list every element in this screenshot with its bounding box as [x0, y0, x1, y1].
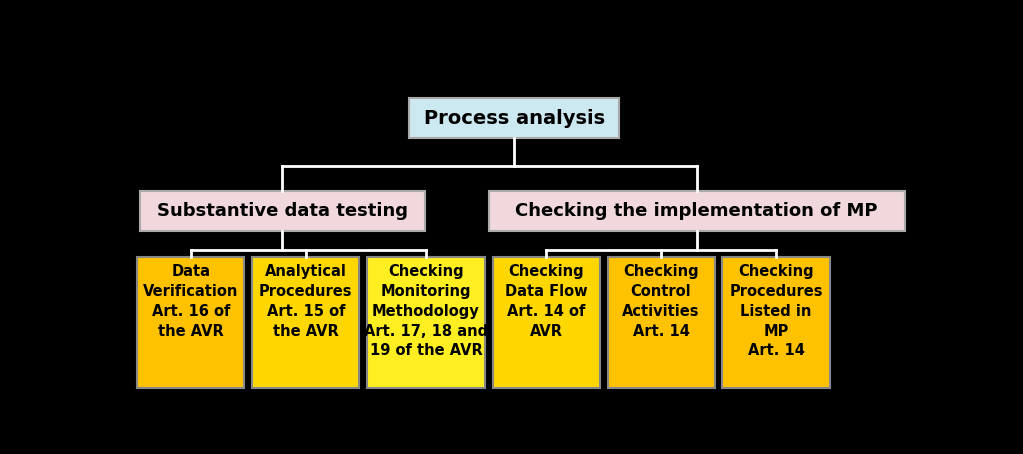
- FancyBboxPatch shape: [608, 257, 714, 388]
- FancyBboxPatch shape: [253, 257, 359, 388]
- Text: Process analysis: Process analysis: [424, 109, 605, 128]
- Text: Analytical
Procedures
Art. 15 of
the AVR: Analytical Procedures Art. 15 of the AVR: [259, 264, 353, 339]
- FancyBboxPatch shape: [493, 257, 599, 388]
- FancyBboxPatch shape: [137, 257, 244, 388]
- FancyBboxPatch shape: [489, 191, 905, 231]
- Text: Checking the implementation of MP: Checking the implementation of MP: [516, 202, 878, 220]
- FancyBboxPatch shape: [409, 98, 620, 138]
- Text: Checking
Control
Activities
Art. 14: Checking Control Activities Art. 14: [622, 264, 700, 339]
- Text: Checking
Data Flow
Art. 14 of
AVR: Checking Data Flow Art. 14 of AVR: [504, 264, 587, 339]
- Text: Substantive data testing: Substantive data testing: [157, 202, 408, 220]
- FancyBboxPatch shape: [722, 257, 830, 388]
- Text: Checking
Monitoring
Methodology
Art. 17, 18 and
19 of the AVR: Checking Monitoring Methodology Art. 17,…: [364, 264, 488, 358]
- FancyBboxPatch shape: [140, 191, 426, 231]
- FancyBboxPatch shape: [367, 257, 485, 388]
- Text: Checking
Procedures
Listed in
MP
Art. 14: Checking Procedures Listed in MP Art. 14: [729, 264, 822, 358]
- Text: Data
Verification
Art. 16 of
the AVR: Data Verification Art. 16 of the AVR: [143, 264, 238, 339]
